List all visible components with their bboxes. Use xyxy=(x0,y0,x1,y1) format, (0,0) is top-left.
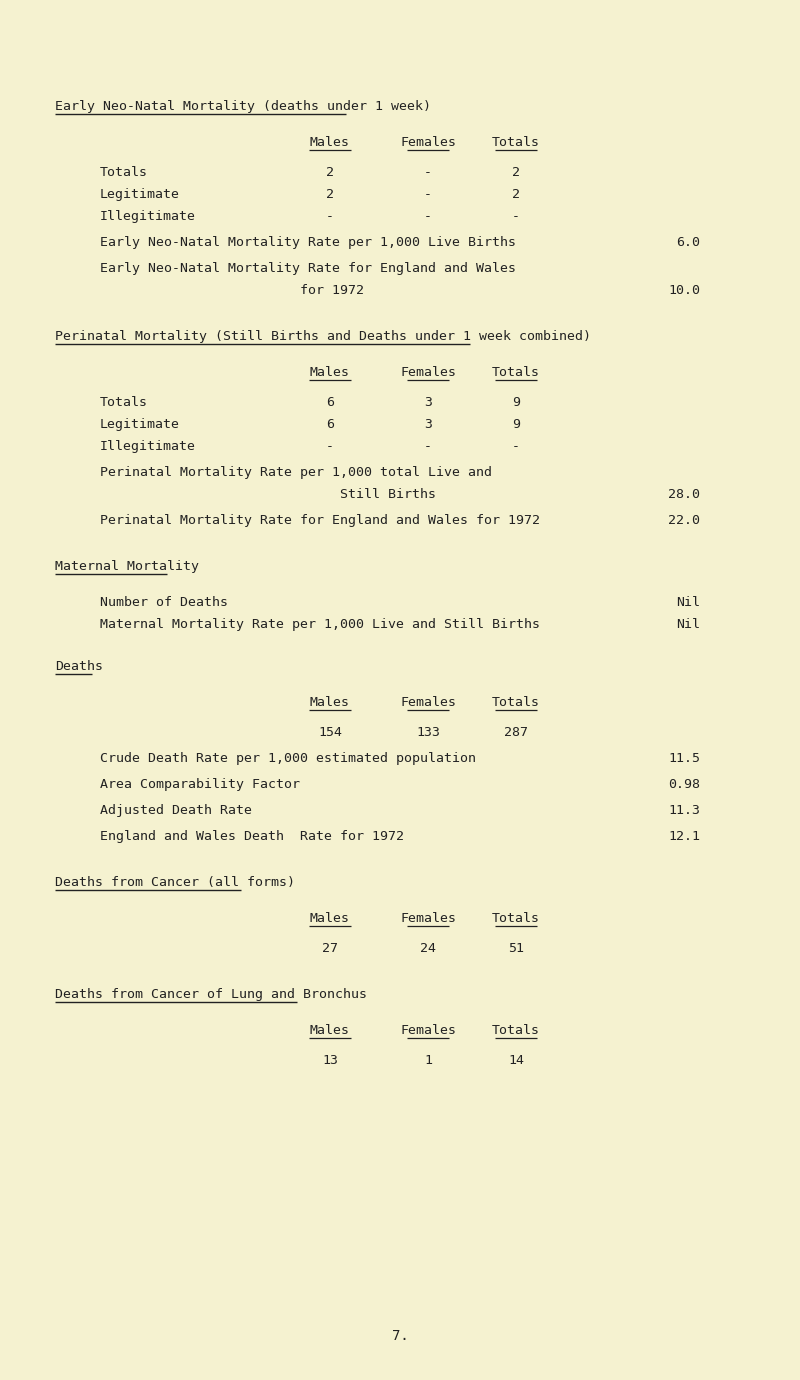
Text: -: - xyxy=(424,210,432,224)
Text: Totals: Totals xyxy=(492,1024,540,1036)
Text: -: - xyxy=(512,440,520,453)
Text: Females: Females xyxy=(400,137,456,149)
Text: 3: 3 xyxy=(424,396,432,408)
Text: Legitimate: Legitimate xyxy=(100,418,180,431)
Text: 2: 2 xyxy=(512,188,520,201)
Text: Males: Males xyxy=(310,912,350,925)
Text: Perinatal Mortality (Still Births and Deaths under 1 week combined): Perinatal Mortality (Still Births and De… xyxy=(55,330,591,344)
Text: Males: Males xyxy=(310,1024,350,1036)
Text: Totals: Totals xyxy=(492,137,540,149)
Text: Males: Males xyxy=(310,137,350,149)
Text: Maternal Mortality Rate per 1,000 Live and Still Births: Maternal Mortality Rate per 1,000 Live a… xyxy=(100,618,540,631)
Text: Totals: Totals xyxy=(492,696,540,709)
Text: Early Neo-Natal Mortality Rate per 1,000 Live Births: Early Neo-Natal Mortality Rate per 1,000… xyxy=(100,236,516,248)
Text: 1: 1 xyxy=(424,1054,432,1067)
Text: 14: 14 xyxy=(508,1054,524,1067)
Text: 10.0: 10.0 xyxy=(668,284,700,297)
Text: England and Wales Death  Rate for 1972: England and Wales Death Rate for 1972 xyxy=(100,829,404,843)
Text: 3: 3 xyxy=(424,418,432,431)
Text: -: - xyxy=(326,210,334,224)
Text: -: - xyxy=(512,210,520,224)
Text: Early Neo-Natal Mortality (deaths under 1 week): Early Neo-Natal Mortality (deaths under … xyxy=(55,99,431,113)
Text: 0.98: 0.98 xyxy=(668,778,700,791)
Text: 12.1: 12.1 xyxy=(668,829,700,843)
Text: Illegitimate: Illegitimate xyxy=(100,210,196,224)
Text: Illegitimate: Illegitimate xyxy=(100,440,196,453)
Text: 6: 6 xyxy=(326,418,334,431)
Text: 7.: 7. xyxy=(392,1329,408,1343)
Text: 6: 6 xyxy=(326,396,334,408)
Text: 287: 287 xyxy=(504,726,528,740)
Text: 27: 27 xyxy=(322,943,338,955)
Text: Females: Females xyxy=(400,366,456,380)
Text: 51: 51 xyxy=(508,943,524,955)
Text: -: - xyxy=(424,166,432,179)
Text: Males: Males xyxy=(310,696,350,709)
Text: 6.0: 6.0 xyxy=(676,236,700,248)
Text: Perinatal Mortality Rate for England and Wales for 1972: Perinatal Mortality Rate for England and… xyxy=(100,513,540,527)
Text: 9: 9 xyxy=(512,396,520,408)
Text: -: - xyxy=(326,440,334,453)
Text: Females: Females xyxy=(400,696,456,709)
Text: Totals: Totals xyxy=(100,396,148,408)
Text: Early Neo-Natal Mortality Rate for England and Wales: Early Neo-Natal Mortality Rate for Engla… xyxy=(100,262,516,275)
Text: Nil: Nil xyxy=(676,618,700,631)
Text: Males: Males xyxy=(310,366,350,380)
Text: Deaths from Cancer (all forms): Deaths from Cancer (all forms) xyxy=(55,876,295,889)
Text: Number of Deaths: Number of Deaths xyxy=(100,596,228,609)
Text: Legitimate: Legitimate xyxy=(100,188,180,201)
Text: for 1972: for 1972 xyxy=(100,284,364,297)
Text: 133: 133 xyxy=(416,726,440,740)
Text: Deaths from Cancer of Lung and Bronchus: Deaths from Cancer of Lung and Bronchus xyxy=(55,988,367,1000)
Text: Totals: Totals xyxy=(492,912,540,925)
Text: Perinatal Mortality Rate per 1,000 total Live and: Perinatal Mortality Rate per 1,000 total… xyxy=(100,466,492,479)
Text: 2: 2 xyxy=(326,166,334,179)
Text: 28.0: 28.0 xyxy=(668,489,700,501)
Text: 2: 2 xyxy=(512,166,520,179)
Text: 22.0: 22.0 xyxy=(668,513,700,527)
Text: 13: 13 xyxy=(322,1054,338,1067)
Text: Females: Females xyxy=(400,912,456,925)
Text: 11.5: 11.5 xyxy=(668,752,700,765)
Text: 24: 24 xyxy=(420,943,436,955)
Text: Area Comparability Factor: Area Comparability Factor xyxy=(100,778,300,791)
Text: Crude Death Rate per 1,000 estimated population: Crude Death Rate per 1,000 estimated pop… xyxy=(100,752,476,765)
Text: -: - xyxy=(424,188,432,201)
Text: Totals: Totals xyxy=(100,166,148,179)
Text: 11.3: 11.3 xyxy=(668,805,700,817)
Text: Females: Females xyxy=(400,1024,456,1036)
Text: Still Births: Still Births xyxy=(100,489,436,501)
Text: Adjusted Death Rate: Adjusted Death Rate xyxy=(100,805,252,817)
Text: -: - xyxy=(424,440,432,453)
Text: 9: 9 xyxy=(512,418,520,431)
Text: 154: 154 xyxy=(318,726,342,740)
Text: Totals: Totals xyxy=(492,366,540,380)
Text: 2: 2 xyxy=(326,188,334,201)
Text: Deaths: Deaths xyxy=(55,660,103,673)
Text: Nil: Nil xyxy=(676,596,700,609)
Text: Maternal Mortality: Maternal Mortality xyxy=(55,560,199,573)
